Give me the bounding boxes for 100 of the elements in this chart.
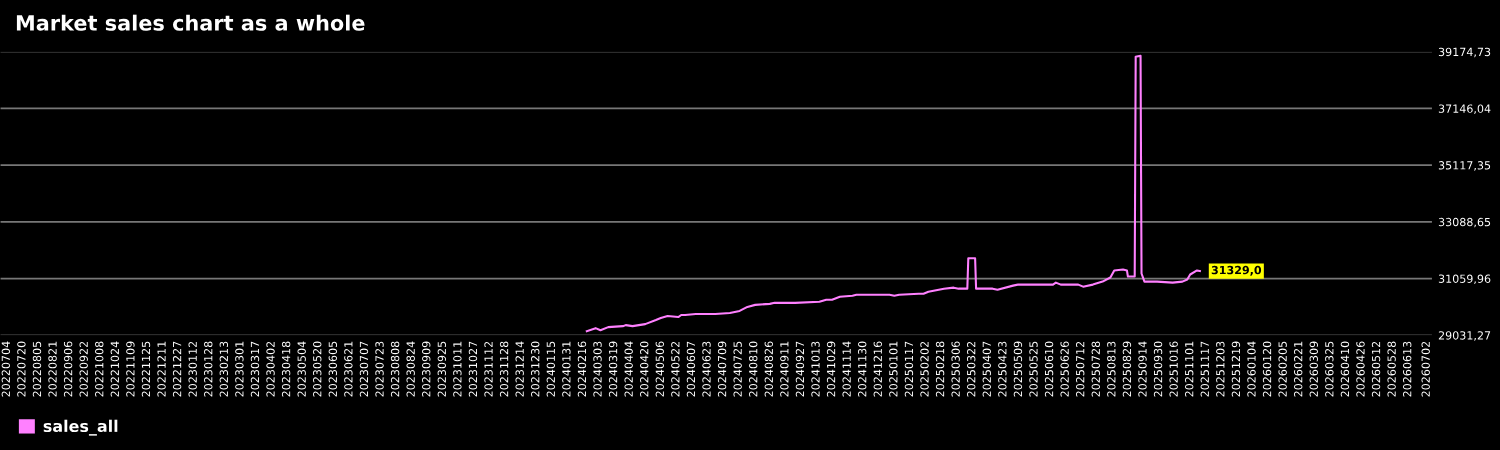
x-tick-label: 20250423 <box>998 341 1007 397</box>
x-tick-label: 20230621 <box>344 341 353 397</box>
x-tick-label: 20251117 <box>1200 341 1209 397</box>
x-tick-label: 20220906 <box>63 341 73 397</box>
x-tick-label: 20221024 <box>110 341 120 397</box>
x-tick-label: 20230402 <box>266 341 275 397</box>
x-tick-label: 20251101 <box>1185 341 1194 397</box>
x-tick-label: 20230909 <box>422 341 431 397</box>
x-tick-label: 20260410 <box>1340 341 1350 397</box>
x-tick-label: 20250525 <box>1029 341 1038 397</box>
y-tick-label: 35117,35 <box>1438 161 1491 171</box>
x-tick-label: 20230808 <box>390 341 400 397</box>
y-tick-label: 31059,96 <box>1438 274 1491 285</box>
x-tick-label: 20240216 <box>577 341 587 397</box>
x-tick-label: 20250407 <box>982 341 991 397</box>
x-tick-label: 20250218 <box>935 341 945 397</box>
x-tick-label: 20230824 <box>406 341 415 397</box>
x-tick-label: 20260104 <box>1247 341 1256 397</box>
x-tick-label: 20220922 <box>79 341 88 397</box>
x-tick-label: 20241216 <box>873 341 882 397</box>
x-tick-label: 20240319 <box>608 341 618 397</box>
x-tick-label: 20240623 <box>702 341 711 397</box>
x-tick-label: 20241114 <box>842 341 851 397</box>
x-tick-label: 20260221 <box>1294 341 1303 397</box>
x-tick-label: 20230723 <box>375 341 384 397</box>
chart-title: Market sales chart as a whole <box>16 14 365 31</box>
x-tick-label: 20250610 <box>1044 341 1054 397</box>
x-tick-label: 20260512 <box>1371 341 1381 397</box>
x-tick-label: 20221008 <box>95 341 104 397</box>
x-tick-label: 20250322 <box>967 341 976 397</box>
x-tick-label: 20221227 <box>172 341 182 397</box>
x-tick-label: 20250626 <box>1060 341 1069 397</box>
x-tick-label: 20241130 <box>858 341 867 397</box>
x-tick-label: 20250914 <box>1138 341 1147 397</box>
x-tick-label: 20240911 <box>780 341 789 397</box>
x-tick-label: 20260205 <box>1278 341 1287 397</box>
x-tick-label: 20230301 <box>235 341 244 397</box>
x-tick-label: 20251219 <box>1231 341 1241 397</box>
x-tick-label: 20220805 <box>32 341 42 397</box>
x-tick-label: 20220821 <box>48 341 57 397</box>
y-tick-label: 29031,27 <box>1438 331 1491 341</box>
x-tick-label: 20230605 <box>328 341 338 397</box>
y-tick-label: 33088,65 <box>1438 217 1491 228</box>
x-tick-label: 20240826 <box>764 341 773 397</box>
x-tick-label: 20230128 <box>204 341 213 397</box>
x-tick-label: 20251016 <box>1169 341 1178 397</box>
x-tick-label: 20260613 <box>1402 341 1412 397</box>
x-tick-label: 20250101 <box>889 341 898 397</box>
x-tick-label: 20260528 <box>1387 341 1396 397</box>
x-tick-label: 20231214 <box>515 341 524 397</box>
x-tick-label: 20240810 <box>749 341 758 397</box>
x-tick-label: 20241029 <box>826 341 836 397</box>
x-tick-label: 20240404 <box>624 341 633 397</box>
x-tick-label: 20220720 <box>17 341 26 397</box>
x-tick-label: 20240709 <box>717 341 727 397</box>
x-tick-label: 20221109 <box>126 341 135 397</box>
x-tick-label: 20260325 <box>1325 341 1334 397</box>
x-tick-label: 20240506 <box>655 341 664 397</box>
x-tick-label: 20231128 <box>499 341 509 397</box>
x-tick-label: 20231112 <box>484 341 493 397</box>
x-tick-label: 20260426 <box>1356 341 1365 397</box>
x-tick-label: 20250117 <box>904 341 914 397</box>
x-tick-label: 20251203 <box>1216 341 1225 397</box>
x-tick-label: 20231027 <box>468 341 478 397</box>
annotation: 31329,0 <box>1211 265 1262 276</box>
x-tick-label: 20230707 <box>359 341 369 397</box>
line-series <box>585 54 1201 333</box>
x-tick-label: 20250712 <box>1076 341 1085 397</box>
x-tick-label: 20230925 <box>437 341 447 397</box>
legend-label: sales_all <box>43 419 118 436</box>
x-tick-label: 20240131 <box>562 341 571 397</box>
x-tick-label: 20230317 <box>250 341 260 397</box>
x-tick-label: 20260120 <box>1262 341 1272 397</box>
x-tick-label: 20250829 <box>1122 341 1132 397</box>
x-tick-label: 20260702 <box>1421 341 1430 397</box>
x-tick-label: 20240115 <box>546 341 556 397</box>
x-tick-label: 20240607 <box>686 341 696 397</box>
x-tick-label: 20250813 <box>1107 341 1116 397</box>
x-tick-label: 20250728 <box>1091 341 1100 397</box>
x-tick-label: 20231230 <box>531 341 540 397</box>
x-tick-label: 20250930 <box>1153 341 1163 397</box>
x-tick-label: 20231011 <box>453 341 462 397</box>
x-tick-label: 20230504 <box>297 341 306 397</box>
y-tick-label: 37146,04 <box>1438 104 1491 114</box>
x-tick-label: 20240420 <box>640 341 649 397</box>
x-tick-label: 20260309 <box>1309 341 1318 397</box>
x-tick-label: 20220704 <box>1 341 11 397</box>
x-tick-label: 20240522 <box>671 341 680 397</box>
x-tick-label: 20250509 <box>1013 341 1023 397</box>
x-tick-label: 20221211 <box>157 341 166 397</box>
x-tick-label: 20230112 <box>188 341 197 397</box>
x-tick-label: 20230418 <box>281 341 291 397</box>
x-tick-label: 20221125 <box>141 341 151 397</box>
x-tick-label: 20230213 <box>219 341 229 397</box>
x-tick-label: 20240303 <box>593 341 602 397</box>
x-tick-label: 20240725 <box>733 341 742 397</box>
x-tick-label: 20240927 <box>795 341 805 397</box>
x-tick-label: 20250306 <box>951 341 960 397</box>
x-tick-label: 20241013 <box>811 341 820 397</box>
x-tick-label: 20250202 <box>920 341 929 397</box>
